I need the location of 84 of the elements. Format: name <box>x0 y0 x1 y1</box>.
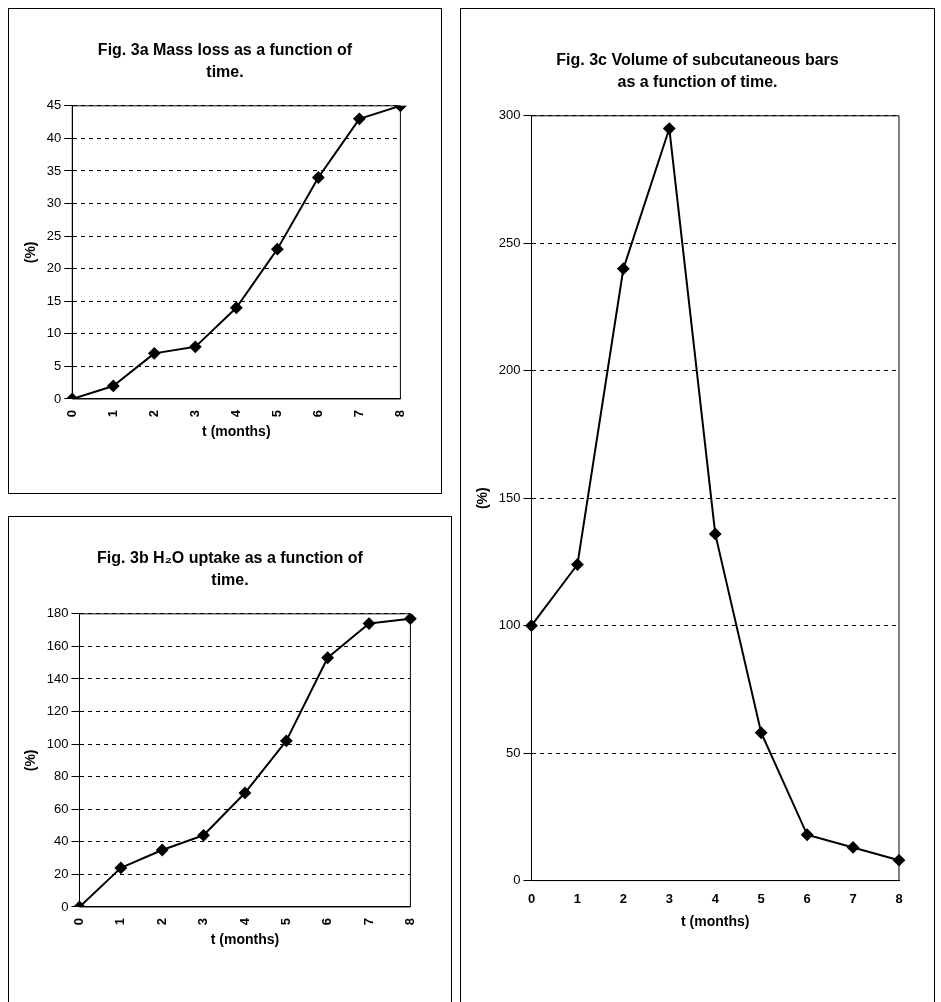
x-tick-label: 2 <box>153 917 169 926</box>
y-tick-label: 25 <box>46 227 62 243</box>
x-tick-label: 7 <box>849 890 857 906</box>
point <box>404 613 417 625</box>
point <box>271 243 284 256</box>
y-tick-label: 60 <box>54 800 69 816</box>
x-tick-label: 3 <box>186 409 202 418</box>
x-tick-label: 5 <box>277 917 293 926</box>
x-axis-title: t (months) <box>202 423 271 440</box>
x-tick-label: 3 <box>665 890 673 906</box>
y-tick-label: 150 <box>498 489 521 505</box>
point <box>197 829 210 842</box>
x-axis-title: t (months) <box>210 931 280 948</box>
y-tick-label: 140 <box>46 670 69 686</box>
point <box>801 828 814 841</box>
point <box>280 734 293 747</box>
x-tick-label: 3 <box>195 917 211 926</box>
x-tick-label: 1 <box>104 409 120 418</box>
y-axis-title: (%) <box>22 241 39 264</box>
x-tick-label: 5 <box>757 890 765 906</box>
y-tick-label: 20 <box>46 260 62 276</box>
point <box>107 379 120 392</box>
point <box>617 262 630 275</box>
y-tick-label: 160 <box>46 637 69 653</box>
x-tick-label: 5 <box>268 409 284 418</box>
x-tick-label: 1 <box>573 890 582 906</box>
x-tick-label: 6 <box>319 917 335 926</box>
x-tick-label: 1 <box>112 917 128 926</box>
y-tick-label: 80 <box>54 768 69 784</box>
y-tick-label: 120 <box>46 703 69 719</box>
x-tick-label: 2 <box>145 409 161 418</box>
chart-title: Fig. 3c Volume of subcutaneous bars as a function of time. <box>555 50 840 92</box>
y-axis-title: (%) <box>474 487 491 510</box>
x-tick-label: 6 <box>803 890 811 906</box>
y-tick-label: 40 <box>46 129 62 145</box>
x-tick-label: 4 <box>236 917 252 926</box>
point <box>847 841 860 854</box>
x-tick-label: 0 <box>71 917 87 926</box>
y-tick-label: 0 <box>54 390 62 406</box>
point <box>189 340 202 353</box>
y-tick-label: 0 <box>513 872 521 888</box>
y-tick-label: 180 <box>46 605 69 621</box>
y-tick-label: 15 <box>46 292 62 308</box>
x-tick-label: 8 <box>391 409 407 418</box>
y-tick-label: 20 <box>54 865 69 881</box>
y-tick-label: 30 <box>46 195 62 211</box>
y-tick-label: 300 <box>498 107 521 123</box>
y-tick-label: 200 <box>498 362 521 378</box>
chart-title: Fig. 3a Mass loss as a function of time. <box>96 40 354 82</box>
y-tick-label: 40 <box>54 833 69 849</box>
chart-title: Fig. 3b H₂O uptake as a function of time. <box>96 548 364 590</box>
point <box>353 112 366 125</box>
y-tick-label: 250 <box>498 234 521 250</box>
x-axis-title: t (months) <box>681 913 750 930</box>
x-tick-label: 2 <box>619 890 627 906</box>
point <box>571 558 584 571</box>
x-tick-label: 8 <box>895 890 903 906</box>
y-tick-label: 5 <box>54 357 62 373</box>
point <box>755 726 768 739</box>
x-tick-label: 0 <box>63 409 79 418</box>
x-tick-label: 7 <box>360 917 376 926</box>
y-tick-label: 10 <box>46 325 62 341</box>
y-tick-label: 100 <box>46 735 69 751</box>
point <box>321 651 334 664</box>
point <box>363 617 376 630</box>
y-tick-label: 35 <box>46 162 62 178</box>
x-tick-label: 4 <box>711 890 720 906</box>
point <box>148 347 161 360</box>
y-tick-label: 50 <box>506 744 521 760</box>
x-tick-label: 8 <box>401 917 417 926</box>
y-axis-title: (%) <box>22 749 39 772</box>
y-tick-label: 100 <box>498 617 521 633</box>
x-tick-label: 0 <box>527 890 536 906</box>
point <box>114 861 127 874</box>
point <box>230 301 243 314</box>
point <box>709 527 722 540</box>
x-tick-label: 6 <box>309 409 325 418</box>
point <box>312 171 325 184</box>
x-tick-label: 7 <box>350 409 366 418</box>
point <box>663 122 676 135</box>
x-tick-label: 4 <box>227 409 243 418</box>
point <box>238 786 251 799</box>
y-tick-label: 45 <box>46 97 62 113</box>
point <box>156 843 169 856</box>
